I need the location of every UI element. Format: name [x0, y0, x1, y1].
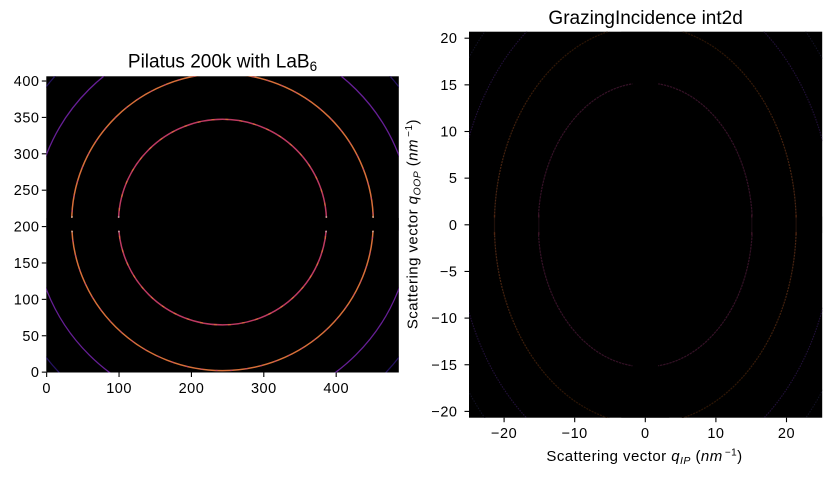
svg-text:−5: −5: [440, 265, 458, 281]
svg-text:100: 100: [106, 381, 132, 397]
svg-text:−10: −10: [562, 426, 588, 442]
svg-text:100: 100: [14, 292, 40, 308]
svg-text:20: 20: [778, 426, 795, 442]
svg-text:Scattering vector qOOP (nm−1): Scattering vector qOOP (nm−1): [404, 119, 423, 329]
svg-text:300: 300: [251, 381, 277, 397]
svg-text:0: 0: [449, 218, 458, 234]
svg-text:350: 350: [14, 110, 40, 126]
svg-text:−10: −10: [431, 311, 457, 327]
svg-text:250: 250: [14, 183, 40, 199]
svg-text:200: 200: [179, 381, 205, 397]
svg-text:−15: −15: [431, 358, 457, 374]
svg-text:−20: −20: [491, 426, 517, 442]
svg-text:15: 15: [440, 78, 457, 94]
svg-text:50: 50: [22, 329, 39, 345]
svg-text:5: 5: [449, 171, 458, 187]
svg-text:300: 300: [14, 147, 40, 163]
svg-text:−20: −20: [431, 404, 457, 420]
svg-text:GrazingIncidence int2d: GrazingIncidence int2d: [548, 8, 742, 29]
svg-text:0: 0: [42, 381, 51, 397]
svg-text:20: 20: [440, 31, 457, 47]
svg-text:150: 150: [14, 256, 40, 272]
svg-text:Pilatus 200k with LaB6: Pilatus 200k with LaB6: [128, 52, 317, 74]
svg-text:10: 10: [440, 125, 457, 141]
svg-text:10: 10: [707, 426, 724, 442]
svg-text:400: 400: [14, 74, 40, 90]
svg-text:Scattering vector qIP (nm−1): Scattering vector qIP (nm −1): [546, 448, 742, 467]
svg-text:200: 200: [14, 220, 40, 236]
svg-text:400: 400: [323, 381, 349, 397]
svg-text:0: 0: [641, 426, 650, 442]
svg-text:0: 0: [31, 365, 40, 381]
